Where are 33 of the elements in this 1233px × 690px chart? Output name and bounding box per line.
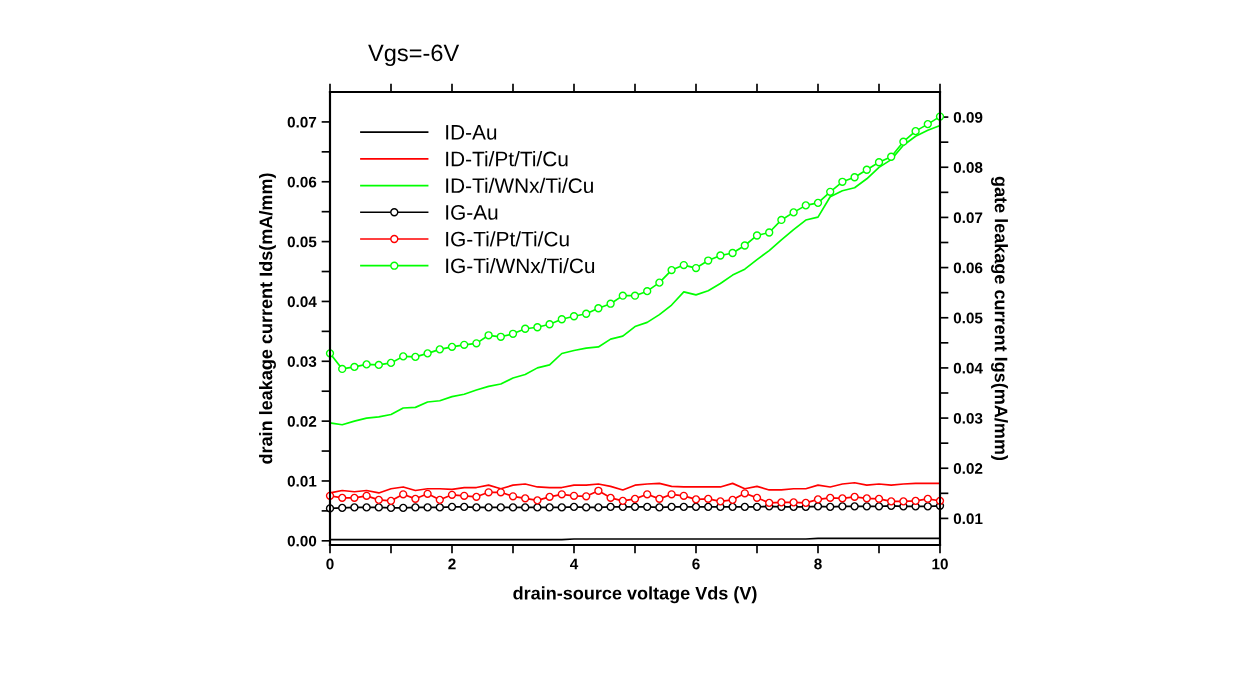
y-tick-label: 0.01 [287, 475, 317, 487]
y2-tick-label: 0.07 [953, 212, 983, 224]
y-tick-label: 0.02 [287, 416, 317, 427]
y2-tick-label: 0.06 [953, 262, 983, 274]
y-tick-label: 0.00 [287, 535, 317, 547]
x-tick-label: 6 [692, 558, 700, 570]
y-tick-label: 0.03 [287, 356, 317, 367]
chart-title: Vgs=-6V [368, 44, 460, 67]
y-tick-label: 0.06 [287, 176, 317, 188]
x-tick-label: 10 [932, 558, 948, 570]
y-tick-label: 0.04 [287, 296, 317, 308]
x-tick-label: 4 [569, 558, 579, 570]
y2-tick-label: 0.05 [953, 312, 983, 324]
y2-tick-label: 0.02 [953, 463, 983, 474]
legend-label: ID-Ti/WNx/Ti/Cu [446, 177, 593, 194]
y2-axis-title: gate leakage current Igs(mA/mm) [991, 176, 1008, 461]
legend-label: IG-Ti/WNx/Ti/Cu [446, 257, 595, 274]
y-axis-title: drain leakage current Ids(mA/mm) [259, 173, 276, 464]
legend-label: IG-Ti/Pt/Ti/Cu [446, 231, 569, 247]
y2-tick-label: 0.08 [953, 162, 983, 173]
legend-label: IG-Au [446, 205, 498, 220]
y2-tick-label: 0.09 [953, 111, 983, 123]
x-axis-title: drain-source voltage Vds (V) [513, 586, 757, 604]
y2-tick-label: 0.04 [953, 362, 983, 374]
y-tick-label: 0.07 [287, 116, 317, 128]
x-tick-label: 2 [448, 558, 456, 570]
y2-tick-label: 0.01 [953, 513, 983, 525]
legend-label: ID-Ti/Pt/Ti/Cu [446, 151, 568, 167]
legend-label: ID-Au [446, 125, 497, 140]
y-tick-label: 0.05 [287, 236, 317, 248]
y2-tick-label: 0.03 [953, 412, 983, 424]
x-tick-label: 0 [326, 558, 334, 570]
x-tick-label: 8 [814, 558, 822, 570]
